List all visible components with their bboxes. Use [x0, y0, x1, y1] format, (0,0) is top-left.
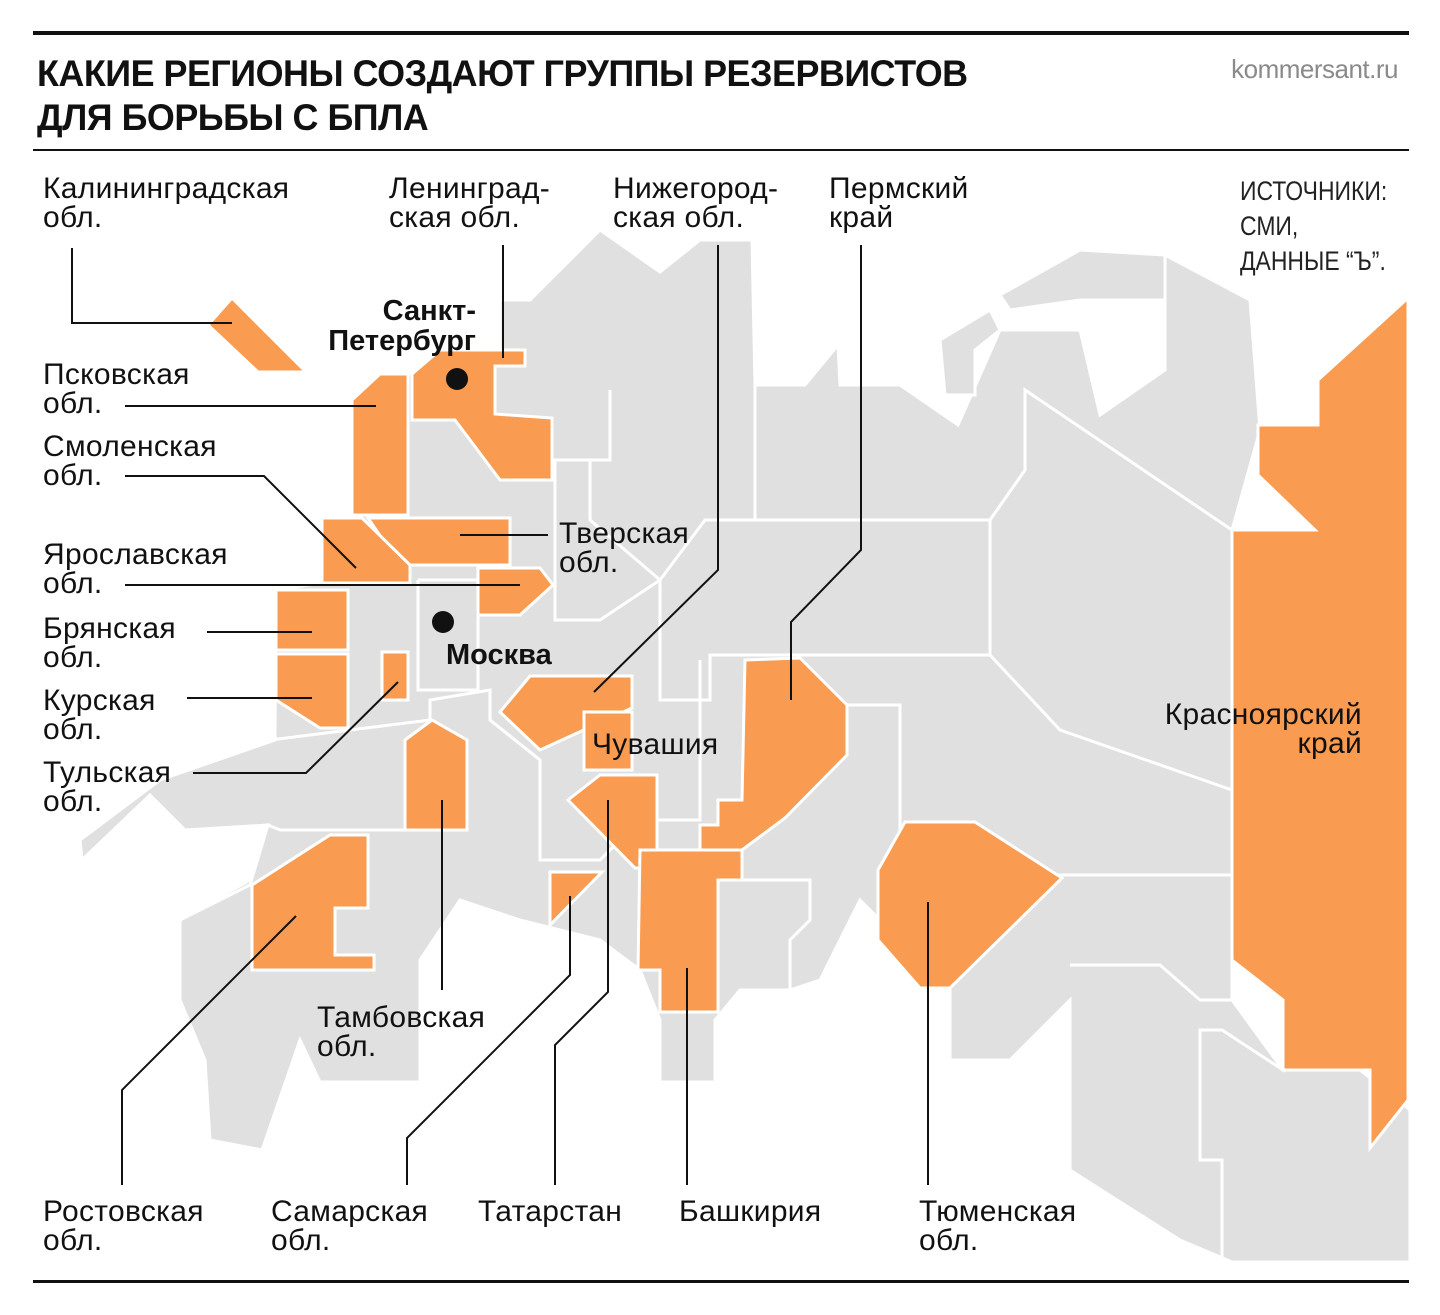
region-kursk[interactable] [274, 652, 350, 730]
land-yamal [938, 307, 1002, 397]
title-line-1: КАКИЕ РЕГИОНЫ СОЗДАЮТ ГРУППЫ РЕЗЕРВИСТОВ [37, 53, 968, 94]
leader-line [121, 915, 297, 1185]
region-samara[interactable] [548, 870, 606, 929]
label-leningrad: Ленинград- ская обл. [389, 172, 551, 234]
page-title: КАКИЕ РЕГИОНЫ СОЗДАЮТ ГРУППЫ РЕЗЕРВИСТОВ… [37, 52, 968, 140]
city-dot-spb [446, 368, 468, 390]
header-rule [33, 149, 1409, 151]
leader-line [593, 245, 719, 693]
region-tula[interactable] [380, 650, 410, 702]
leader-line [125, 475, 357, 569]
label-tatarstan: Татарстан [478, 1195, 623, 1228]
label-chuvashia: Чувашия [592, 728, 719, 761]
border-line [416, 578, 480, 692]
region-smolensk[interactable] [320, 516, 412, 585]
label-smolensk: Смоленская обл. [43, 430, 217, 492]
region-nizhny-novgorod[interactable] [497, 674, 634, 752]
region-tyumen[interactable] [876, 820, 1065, 990]
region-tambov[interactable] [403, 718, 469, 832]
top-rule [33, 31, 1409, 35]
border-line [588, 460, 755, 583]
site-credit: kommersant.ru [1231, 54, 1398, 84]
region-rostov[interactable] [250, 833, 376, 972]
region-bryansk[interactable] [274, 588, 350, 652]
label-perm: Пермский край [829, 172, 969, 234]
border-line [753, 385, 992, 655]
city-dot-moscow [432, 611, 454, 633]
border-line [1070, 963, 1285, 1262]
label-krasnoyarsk: Красноярский край [1164, 698, 1362, 760]
label-kaliningrad: Калининградская обл. [43, 172, 290, 234]
leader-line [193, 681, 399, 774]
label-pskov: Псковская обл. [43, 358, 190, 420]
leader-lines [71, 245, 929, 1185]
label-tver: Тверская обл. [559, 517, 690, 579]
border-line [179, 822, 420, 922]
bottom-rule [33, 1280, 1409, 1283]
land-north [997, 248, 1167, 312]
label-tyumen: Тюменская обл. [919, 1195, 1077, 1257]
border-line [988, 387, 1233, 532]
label-yaroslavl: Ярославская обл. [43, 538, 228, 600]
label-rostov: Ростовская обл. [43, 1195, 204, 1257]
label-samara: Самарская обл. [271, 1195, 429, 1257]
region-yaroslavl[interactable] [476, 566, 556, 617]
leader-line [71, 248, 232, 324]
label-bryansk: Брянская обл. [43, 612, 176, 674]
city-label-spb: Санкт- Петербург [328, 295, 476, 357]
label-tambov: Тамбовская обл. [317, 1001, 486, 1063]
region-kaliningrad[interactable] [205, 295, 310, 374]
region-krasnoyarsk[interactable] [1230, 294, 1410, 1153]
title-line-2: ДЛЯ БОРЬБЫ С БПЛА [37, 97, 429, 138]
label-tula: Тульская обл. [43, 756, 172, 818]
label-kursk: Курская обл. [43, 684, 156, 746]
region-tatarstan[interactable] [565, 773, 659, 870]
region-pskov[interactable] [350, 372, 410, 517]
highlighted-regions [205, 294, 1410, 1153]
border-line [269, 660, 702, 862]
leader-line [406, 896, 571, 1185]
border-line [740, 878, 812, 990]
region-bashkiria[interactable] [636, 848, 744, 1014]
leader-line [790, 245, 862, 700]
leader-line [554, 800, 609, 1185]
border-line [553, 390, 1233, 792]
sources-note: ИСТОЧНИКИ: СМИ, ДАННЫЕ “Ъ”. [1240, 176, 1388, 276]
region-perm[interactable] [698, 656, 849, 852]
label-nizhny-novgorod: Нижегород- ская обл. [613, 172, 779, 234]
city-label-moscow: Москва [446, 639, 552, 671]
label-bashkiria: Башкирия [679, 1195, 822, 1228]
region-chuvashia[interactable] [582, 710, 634, 772]
